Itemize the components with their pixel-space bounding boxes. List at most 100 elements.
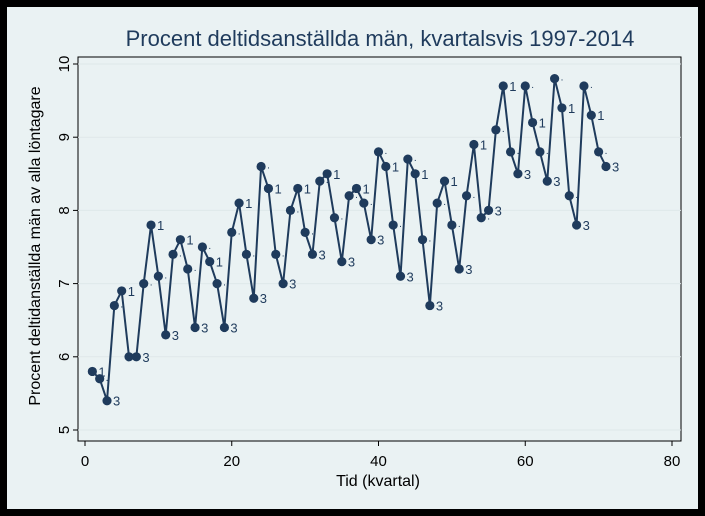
marker-label: 3	[201, 321, 208, 336]
marker-label: 3	[172, 328, 179, 343]
data-point	[124, 352, 134, 362]
data-point	[219, 322, 230, 333]
marker-label: 1	[333, 167, 340, 182]
marker-label: 1	[304, 181, 311, 196]
data-point	[564, 191, 574, 201]
data-point	[212, 279, 222, 289]
marker-label: 3	[495, 203, 502, 218]
data-point	[513, 169, 523, 179]
data-point	[300, 227, 310, 237]
marker-label: .	[546, 146, 549, 157]
data-point	[227, 227, 237, 237]
marker-label: 3	[465, 262, 472, 277]
data-point	[146, 220, 156, 230]
data-point	[131, 352, 141, 362]
marker-label: 1	[568, 101, 575, 116]
marker-label: .	[194, 263, 197, 274]
data-point	[373, 147, 384, 157]
marker-label: 1	[451, 174, 458, 189]
data-point	[183, 264, 193, 274]
marker-label: .	[223, 278, 226, 289]
data-point	[205, 257, 215, 267]
data-point	[572, 220, 582, 230]
marker-label: .	[340, 212, 343, 223]
marker-label: 3	[230, 321, 237, 336]
marker-label: .	[326, 175, 329, 186]
data-point	[351, 183, 362, 194]
marker-label: .	[252, 248, 255, 259]
data-point	[175, 235, 185, 245]
marker-label: .	[531, 80, 534, 91]
marker-label: 1	[480, 138, 487, 153]
data-point	[329, 213, 340, 223]
data-point	[476, 213, 486, 223]
data-point	[557, 103, 567, 113]
y-tick-label: 7	[56, 279, 73, 287]
axes: 5 6 7 8 9 10 0 20 40 60 80	[56, 56, 680, 470]
marker-label: .	[575, 190, 578, 201]
chart-title: Procent deltidsanställda män, kvartalsvi…	[126, 26, 635, 51]
marker-label: .	[605, 146, 608, 157]
marker-label: .	[208, 241, 211, 252]
marker-label: .	[414, 153, 417, 164]
marker-label: .	[150, 278, 153, 289]
data-point	[505, 147, 516, 157]
marker-label: 3	[553, 174, 560, 189]
y-tick-label: 8	[56, 206, 73, 214]
data-point	[117, 286, 127, 296]
data-point	[594, 147, 604, 157]
plot-area	[77, 56, 682, 442]
data-point	[168, 249, 178, 259]
marker-label: .	[399, 219, 402, 230]
marker-label: 1	[539, 116, 546, 131]
data-point	[249, 293, 259, 303]
marker-label: .	[458, 219, 461, 230]
data-point	[307, 249, 318, 259]
marker-label: .	[385, 146, 388, 157]
marker-label: .	[120, 300, 123, 311]
x-tick-label: 20	[223, 453, 240, 470]
data-point	[381, 161, 391, 172]
y-tick-label: 9	[56, 133, 73, 141]
data-point	[87, 366, 97, 377]
marker-label: 1	[98, 364, 105, 379]
marker-label: 3	[524, 167, 531, 182]
data-point	[344, 191, 354, 201]
y-tick-label: 5	[56, 426, 73, 434]
data-point	[425, 300, 435, 311]
marker-label: 1	[128, 284, 135, 299]
data-point	[491, 125, 501, 135]
x-tick-label: 60	[517, 453, 534, 470]
marker-label: .	[179, 248, 182, 259]
marker-label: 1	[186, 233, 193, 248]
marker-label: 1	[157, 218, 164, 233]
data-point	[579, 81, 589, 91]
data-point	[388, 220, 398, 230]
y-axis-label: Procent deltidanställda män av alla lönt…	[27, 86, 44, 405]
data-point	[432, 198, 442, 208]
x-tick-label: 80	[664, 453, 681, 470]
marker-label: 3	[407, 269, 414, 284]
data-point	[109, 300, 119, 311]
marker-label: .	[517, 146, 520, 157]
marker-label: .	[443, 197, 446, 208]
data-point	[601, 161, 611, 172]
data-point	[483, 205, 494, 215]
marker-label: 3	[377, 233, 384, 248]
data-point	[271, 249, 281, 259]
data-point	[417, 235, 428, 245]
data-point	[535, 147, 545, 157]
data-point	[197, 242, 207, 252]
marker-label: .	[473, 190, 476, 201]
marker-label: 1	[509, 79, 516, 94]
marker-label: .	[311, 226, 314, 237]
marker-label: 1	[245, 196, 252, 211]
data-point	[161, 330, 171, 340]
y-tick-label: 10	[56, 56, 73, 73]
marker-label: 1	[362, 181, 369, 196]
data-point	[395, 271, 406, 281]
data-point	[256, 161, 266, 172]
marker-label: .	[164, 270, 167, 281]
data-point	[550, 74, 560, 84]
